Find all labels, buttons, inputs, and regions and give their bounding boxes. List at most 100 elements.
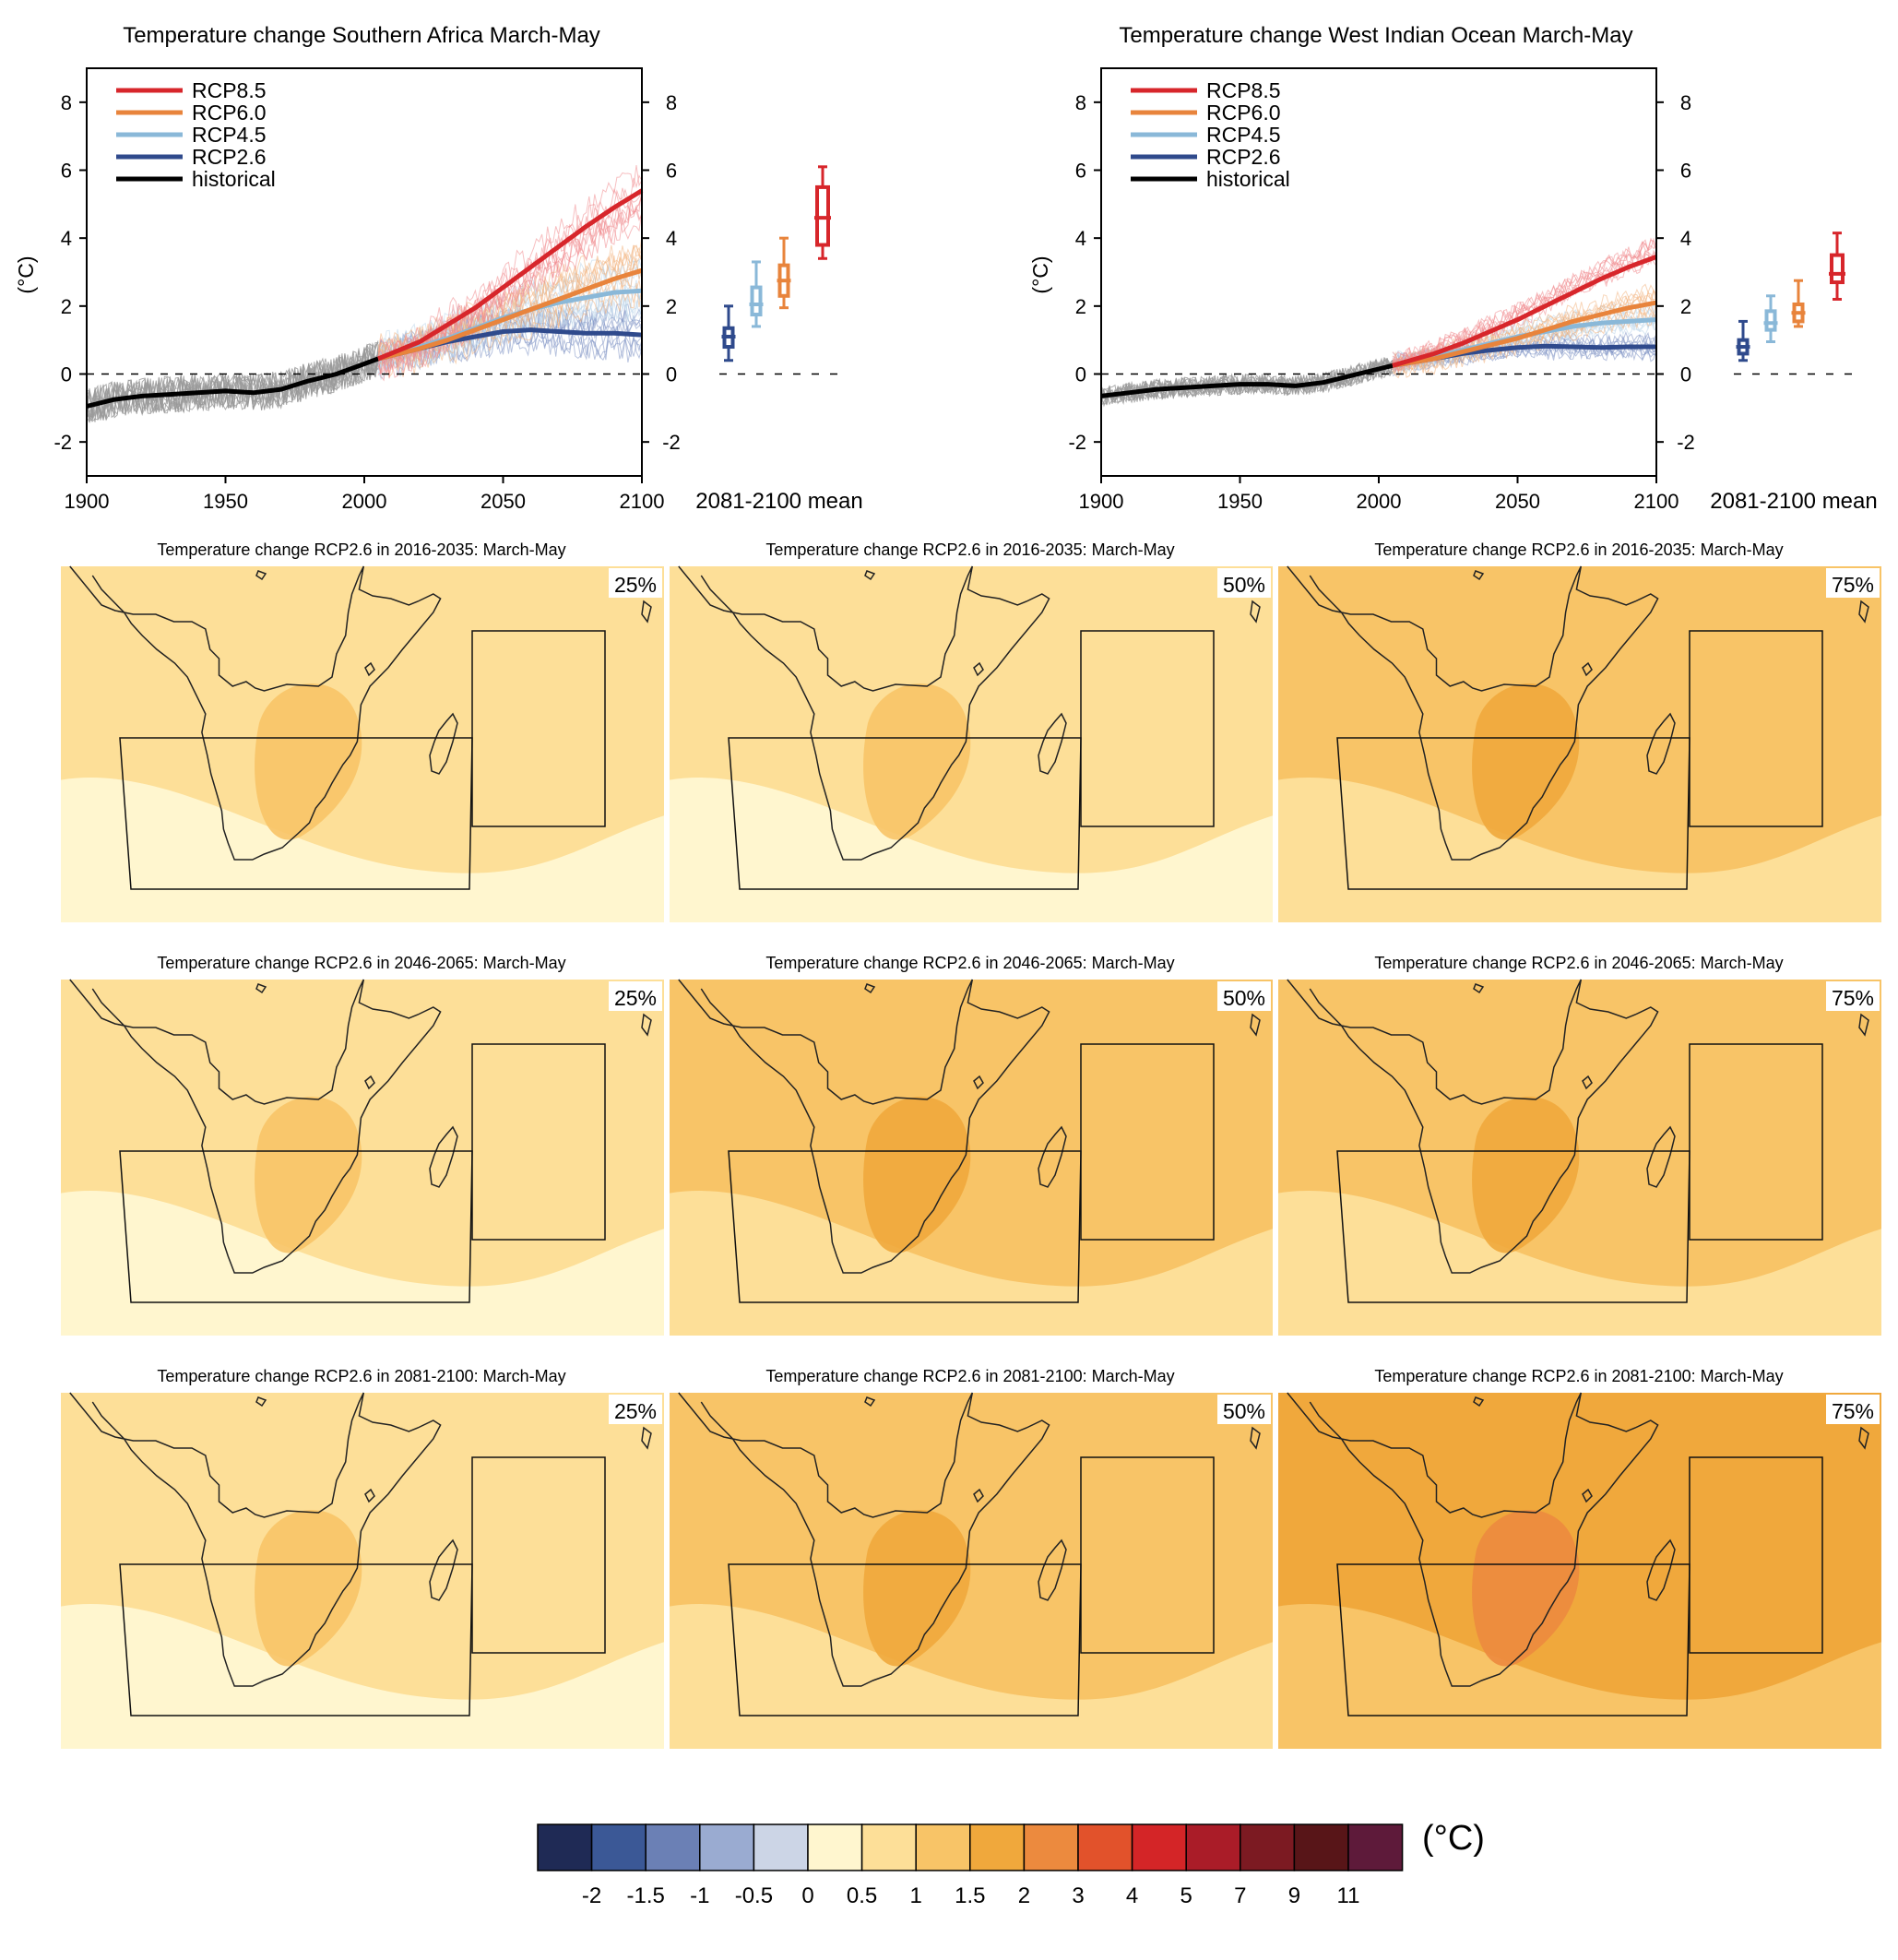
x-tick-label: 1950: [203, 490, 248, 513]
map-contour-high: [255, 1510, 362, 1667]
series-line-rcp85: [377, 188, 644, 362]
island-outline: [255, 1396, 267, 1408]
box-iqr-rcp85: [1830, 253, 1845, 285]
colorbar-bin: [590, 1823, 647, 1871]
y-tick-label-right: 6: [1680, 160, 1691, 183]
madagascar-outline: [429, 1538, 458, 1601]
percentile-label-bg: [609, 981, 662, 1011]
x-tick-label: 2100: [620, 490, 665, 513]
colorbar-tick-label: 5: [1180, 1883, 1192, 1908]
colorbar-bin: [915, 1823, 971, 1871]
island-outline: [864, 983, 876, 994]
region-box-west-indian-ocean: [1080, 1043, 1215, 1241]
box-iqr-rcp45: [1764, 309, 1777, 332]
coastline: [1287, 979, 1659, 1274]
map-contour-high: [863, 683, 971, 840]
region-box-west-indian-ocean: [1689, 1456, 1823, 1654]
island-outline: [641, 1426, 652, 1450]
percentile-label: 50%: [1223, 1399, 1265, 1423]
percentile-label-bg: [1217, 1395, 1271, 1424]
percentile-label-bg: [1826, 981, 1880, 1011]
series-line-rcp60: [1392, 300, 1657, 368]
colorbar-bin: [1293, 1823, 1349, 1871]
y-tick-label-right: 4: [666, 227, 677, 250]
map-panel: 25%: [61, 1392, 664, 1749]
y-tick-label: 0: [61, 363, 72, 386]
colorbar-tick-label: -2: [582, 1883, 601, 1908]
ensemble-member-rcp60: [377, 244, 643, 360]
coastline: [678, 979, 1050, 1274]
colorbar-bin: [1023, 1823, 1079, 1871]
boxplot-2081-2100: [1734, 232, 1854, 375]
legend-label: RCP2.6: [192, 145, 267, 169]
island-outline: [1858, 1013, 1869, 1037]
colorbar-bin: [860, 1823, 917, 1871]
map-row-title: Temperature change RCP2.6 in 2081-2100: …: [765, 1367, 1174, 1385]
historical-ensemble-member: [86, 342, 379, 419]
y-tick-label-right: -2: [662, 431, 681, 454]
coastline: [1287, 1392, 1659, 1687]
y-tick-label-right: -2: [1677, 431, 1695, 454]
colorbar-tick-label: 1.5: [955, 1883, 985, 1908]
region-box-southern-africa: [728, 1563, 1082, 1716]
lake-outline: [1582, 1075, 1593, 1090]
coastline: [1287, 565, 1659, 861]
colorbar-bin: [1077, 1823, 1133, 1871]
percentile-label-bg: [1217, 981, 1271, 1011]
map-contour-high: [863, 1097, 971, 1253]
percentile-label: 75%: [1832, 573, 1874, 597]
legend-label: historical: [192, 167, 276, 191]
box-label: 2081-2100 mean: [1710, 489, 1877, 514]
percentile-label: 75%: [1832, 986, 1874, 1010]
region-box-west-indian-ocean: [471, 1456, 606, 1654]
colorbar-tick-label: 0: [801, 1883, 813, 1908]
colorbar: -2 -1.5 -1 -0.5 0 0.5 1 1.5 2 3 4 5 7 9 11 (°C): [537, 1819, 1485, 1908]
lake-outline: [364, 1075, 375, 1090]
map-panel: 25%: [61, 979, 664, 1336]
timeseries-title: Temperature change Southern Africa March…: [123, 23, 600, 48]
y-tick-label: 4: [61, 227, 72, 250]
map-contour-high: [1472, 1097, 1580, 1253]
map-row-title: Temperature change RCP2.6 in 2046-2065: …: [157, 954, 565, 972]
colorbar-bin: [753, 1823, 809, 1871]
island-outline: [864, 1396, 876, 1408]
lake-outline: [1582, 1488, 1593, 1503]
plot-frame: [1100, 67, 1657, 477]
map-grid: Temperature change RCP2.6 in 2016-2035: …: [61, 540, 1881, 1749]
region-box-west-indian-ocean: [471, 1043, 606, 1241]
map-contour-low: [61, 1604, 664, 1749]
map-panel: 50%: [670, 979, 1273, 1336]
ensemble-member-rcp60: [377, 279, 643, 378]
map-panel: 75%: [1278, 1392, 1881, 1749]
x-tick-label: 1950: [1217, 490, 1263, 513]
x-tick-label: 2000: [342, 490, 387, 513]
map-contour-high: [1472, 683, 1580, 840]
island-outline: [641, 1013, 652, 1037]
series-line-historical: [86, 356, 379, 409]
map-contour-low: [1278, 1191, 1881, 1336]
lake-outline: [364, 661, 375, 677]
colorbar-unit: (°C): [1422, 1819, 1485, 1858]
coastline: [678, 565, 1050, 861]
y-tick-label: -2: [53, 431, 72, 454]
region-box-southern-africa: [728, 1150, 1082, 1303]
percentile-label: 50%: [1223, 573, 1265, 597]
island-outline: [1250, 1426, 1261, 1450]
region-box-southern-africa: [1336, 1563, 1690, 1716]
y-tick-label-right: 6: [666, 160, 677, 183]
plot-area: -2 -2 0 0 2 2 4 4 6 6 8 8 1900 1950 2000 2050 2100: [1068, 67, 1695, 513]
colorbar-tick-label: 11: [1337, 1883, 1360, 1908]
x-tick-label: 2100: [1634, 490, 1679, 513]
series-line-historical: [1100, 362, 1394, 398]
island-outline: [1250, 600, 1261, 624]
y-tick-label-right: 8: [666, 91, 677, 114]
coastline: [69, 1392, 442, 1687]
plot-area: -2 -2 0 0 2 2 4 4 6 6 8 8 1900 1950 2000 2050 2100: [53, 67, 681, 513]
map-contour-low: [670, 1604, 1273, 1749]
map-panel: 50%: [670, 565, 1273, 922]
madagascar-outline: [1646, 1538, 1676, 1601]
coastline: [69, 565, 442, 861]
legend-label: RCP6.0: [192, 101, 267, 125]
coastline: [69, 979, 442, 1274]
